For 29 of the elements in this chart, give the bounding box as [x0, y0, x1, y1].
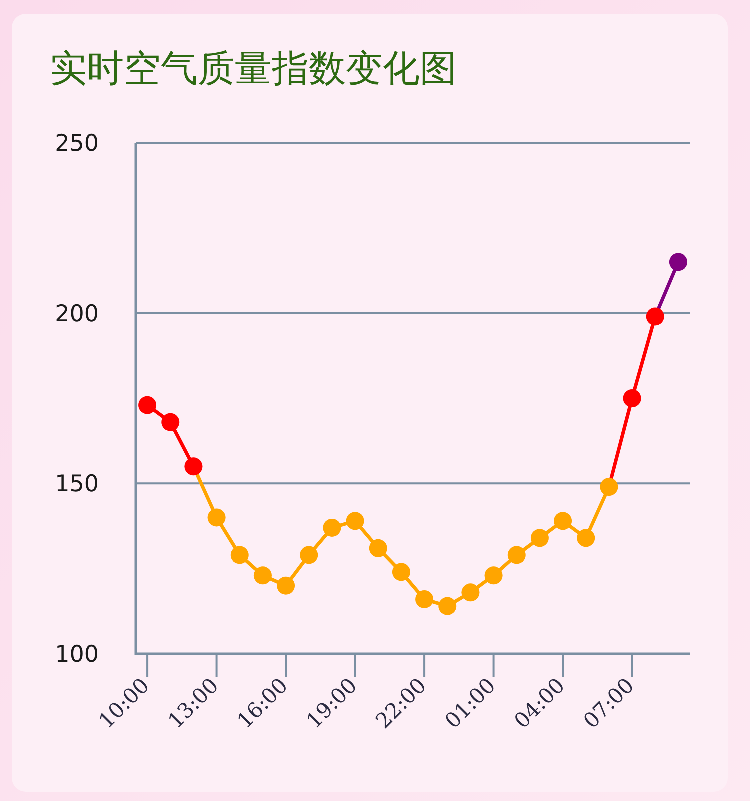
point	[369, 539, 388, 558]
point	[438, 597, 457, 616]
point	[277, 576, 296, 595]
point	[462, 584, 480, 602]
y-tick-label: 250	[55, 131, 99, 157]
point	[392, 563, 410, 582]
y-tick-label: 150	[55, 472, 99, 498]
point	[530, 529, 549, 548]
point	[646, 308, 664, 326]
point	[508, 546, 526, 564]
point	[138, 396, 157, 414]
point	[184, 458, 203, 476]
point	[323, 518, 342, 537]
point	[484, 566, 503, 585]
point	[669, 253, 688, 272]
point	[300, 546, 318, 564]
point	[600, 478, 618, 496]
point	[554, 512, 572, 530]
point	[208, 508, 226, 527]
y-tick-label: 200	[55, 301, 99, 328]
point	[230, 546, 249, 564]
point	[577, 529, 596, 548]
point	[162, 413, 180, 432]
point	[346, 512, 364, 530]
y-tick-label: 100	[55, 642, 99, 668]
point	[416, 590, 434, 608]
chart-title: 实时空气质量指数变化图	[50, 47, 457, 90]
point	[254, 566, 272, 585]
point	[623, 390, 642, 408]
